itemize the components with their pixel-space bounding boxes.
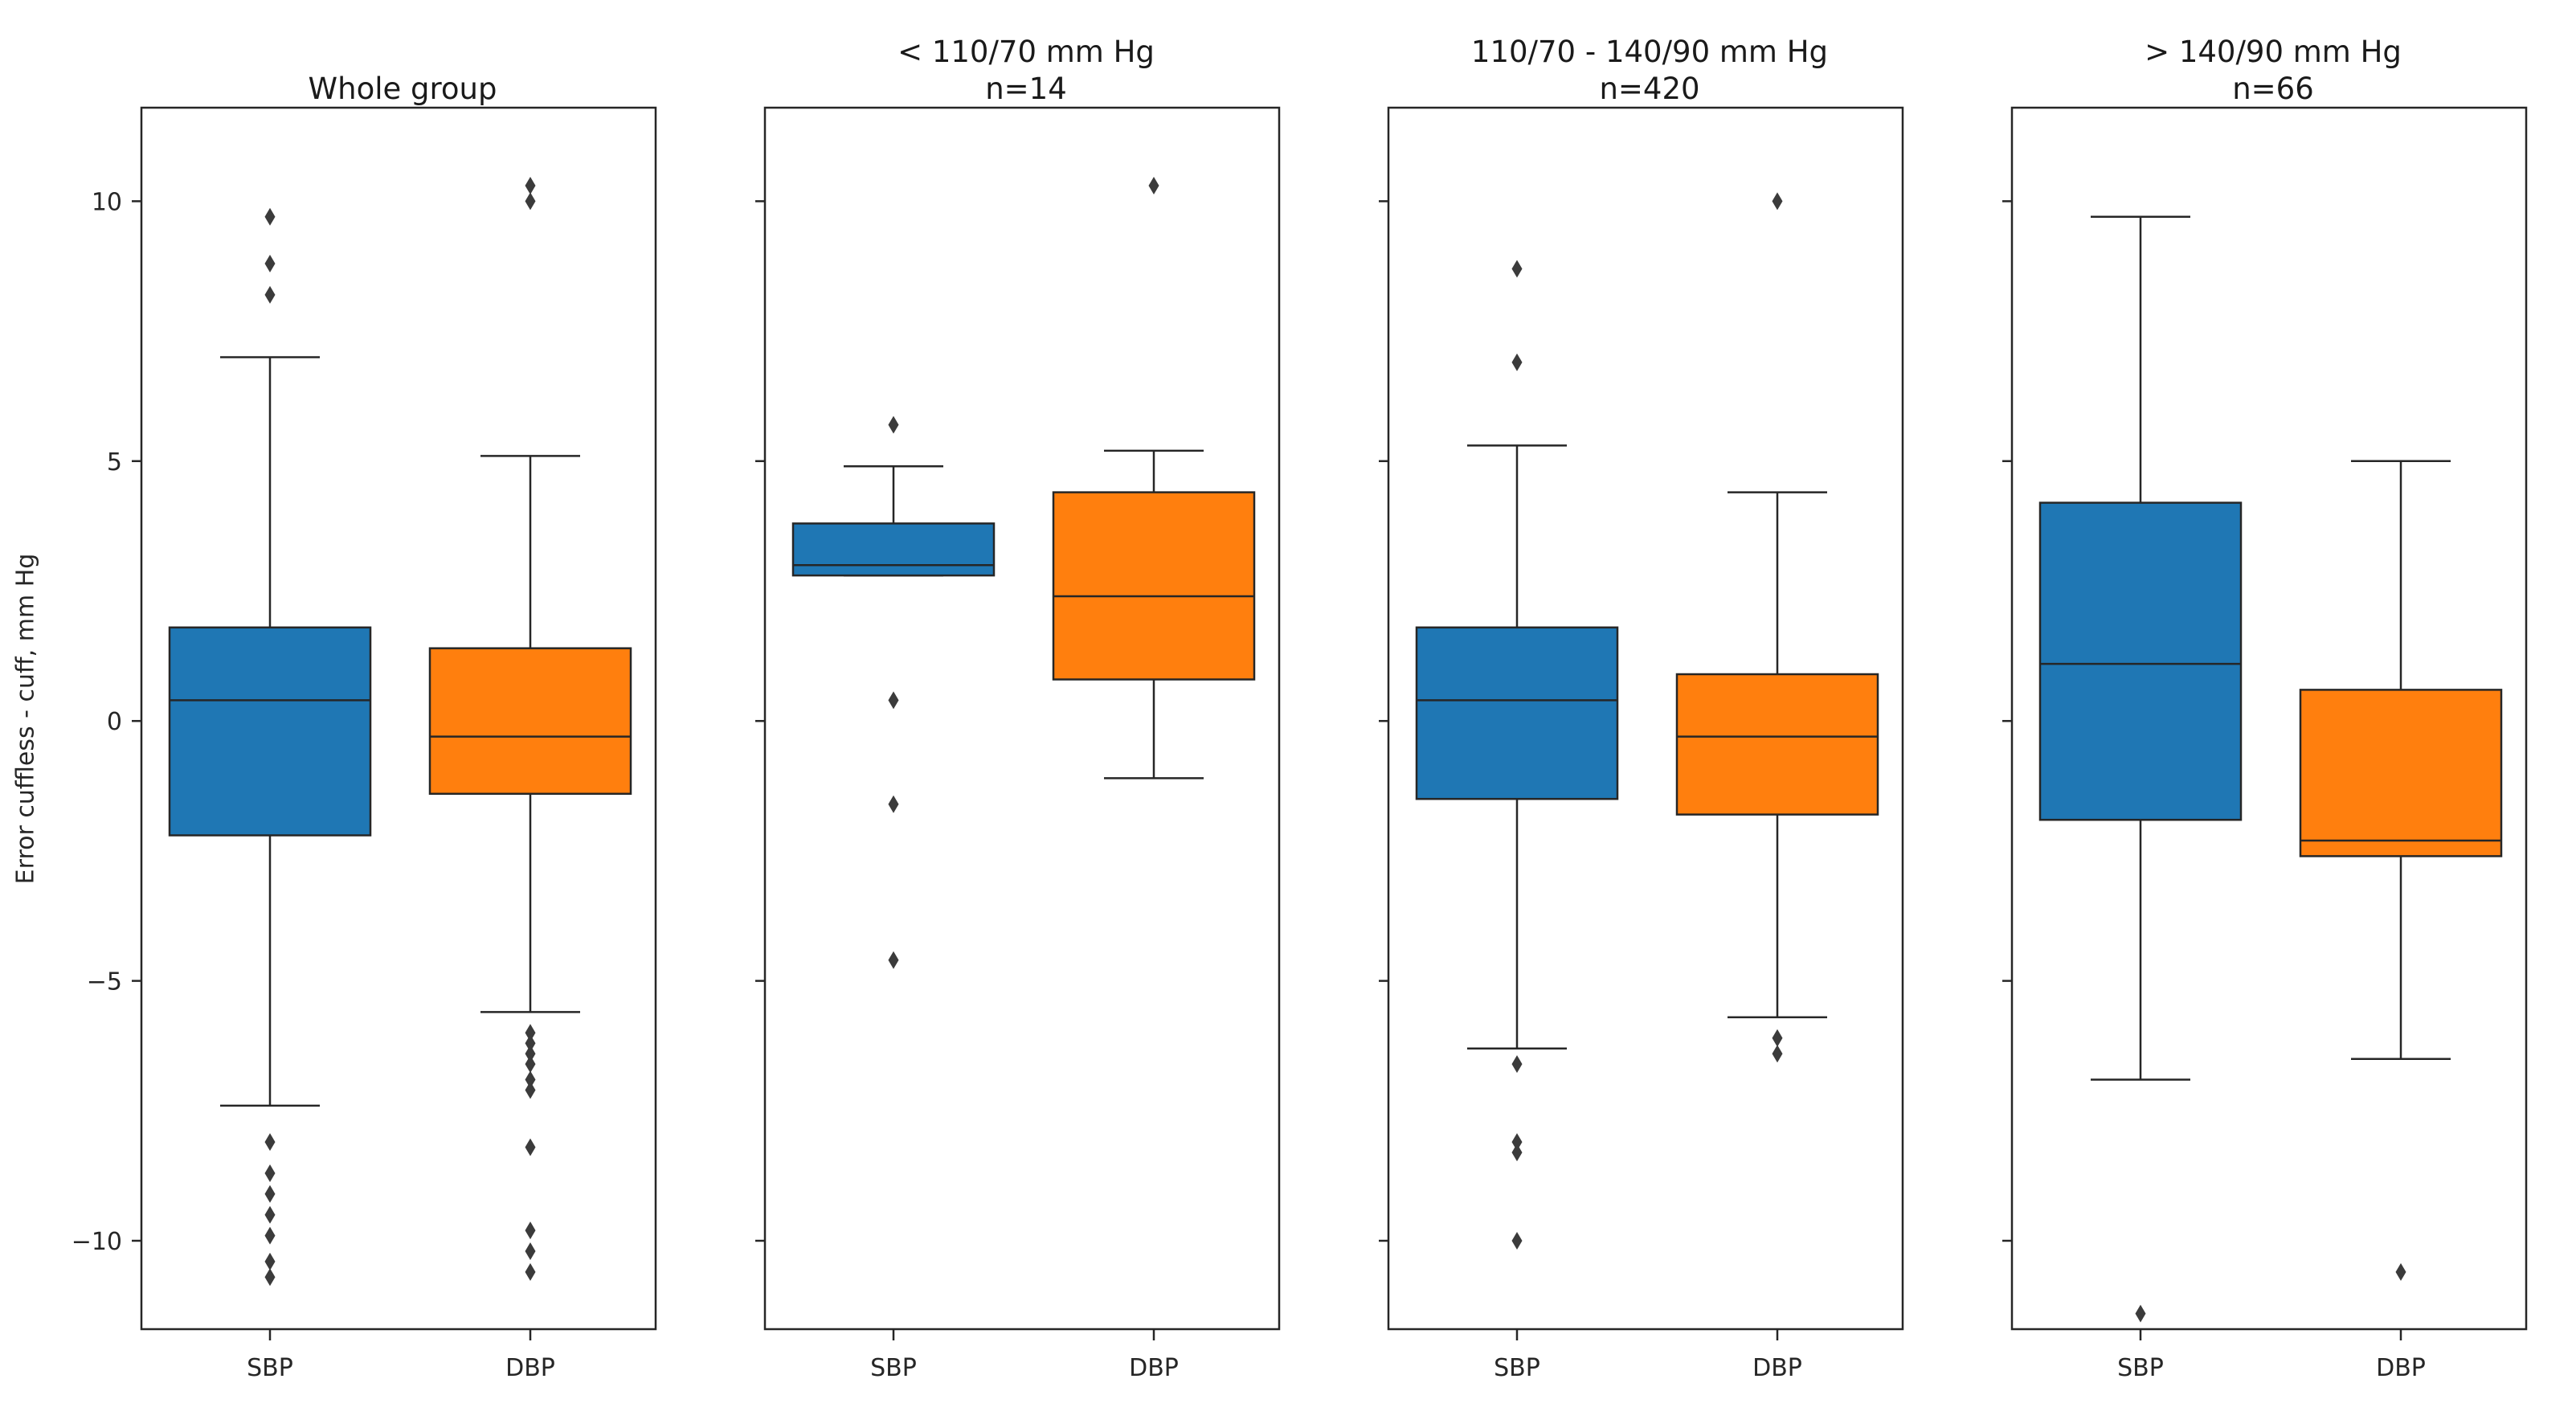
ytick-label: 0 bbox=[107, 708, 122, 736]
outlier-marker bbox=[1511, 260, 1523, 278]
y-axis-label-column: Error cuffless - cuff, mm Hg bbox=[0, 108, 51, 1329]
outlier-marker bbox=[2135, 1304, 2146, 1323]
iqr-box bbox=[1052, 491, 1256, 681]
panel-subtitle: n=14 bbox=[985, 72, 1067, 106]
boxplot-canvas-high-bp: SBP DBP bbox=[2002, 106, 2528, 1382]
panel-title-block: 110/70 - 140/90 mm Hg n=420 bbox=[1332, 11, 1911, 108]
ytick-label: −10 bbox=[72, 1228, 122, 1256]
ytick-label: 5 bbox=[107, 448, 122, 477]
outlier-marker bbox=[1772, 1029, 1783, 1047]
outlier-marker bbox=[888, 691, 899, 710]
outlier-marker bbox=[525, 1055, 536, 1074]
iqr-box bbox=[1415, 626, 1619, 800]
outlier-marker bbox=[525, 1221, 536, 1240]
outlier-marker bbox=[525, 1024, 536, 1042]
panel-title-block: > 140/90 mm Hg n=66 bbox=[1956, 11, 2534, 108]
panel-title: Whole group bbox=[308, 72, 497, 106]
panel-title-block: < 110/70 mm Hg n=14 bbox=[709, 11, 1287, 108]
outlier-marker bbox=[525, 1045, 536, 1063]
box-sbp: SBP bbox=[2038, 215, 2243, 1382]
outlier-marker bbox=[525, 192, 536, 211]
outlier-marker bbox=[264, 1252, 276, 1270]
outlier-marker bbox=[264, 1226, 276, 1245]
outlier-marker bbox=[264, 207, 276, 226]
xtick-label: DBP bbox=[2376, 1354, 2426, 1382]
box-sbp: SBP bbox=[791, 415, 996, 1382]
panel-title-block: Whole group bbox=[85, 11, 664, 108]
panel-high-bp: > 140/90 mm Hg n=66 SBP DBP bbox=[1956, 11, 2534, 1385]
box-sbp: SBP bbox=[1415, 260, 1619, 1382]
boxplot-canvas-low-bp: SBP DBP bbox=[755, 106, 1281, 1382]
outlier-marker bbox=[1511, 1232, 1523, 1250]
box-dbp: DBP bbox=[428, 177, 632, 1382]
outlier-marker bbox=[525, 1242, 536, 1260]
outlier-marker bbox=[264, 1133, 276, 1152]
panel-title: > 140/90 mm Hg bbox=[2145, 35, 2402, 69]
plot-border bbox=[2010, 106, 2528, 1331]
outlier-marker bbox=[525, 177, 536, 194]
ytick-label: 10 bbox=[92, 188, 122, 216]
plot-border bbox=[1387, 106, 1904, 1331]
xtick-label: SBP bbox=[247, 1354, 293, 1382]
outlier-marker bbox=[888, 951, 899, 969]
panel-subtitle: n=66 bbox=[2232, 72, 2314, 106]
outlier-marker bbox=[264, 1185, 276, 1203]
xtick-label: DBP bbox=[1752, 1354, 1802, 1382]
outlier-marker bbox=[525, 1034, 536, 1053]
panel-low-bp: < 110/70 mm Hg n=14 SBP DBP bbox=[709, 11, 1287, 1385]
outlier-marker bbox=[264, 285, 276, 304]
outlier-marker bbox=[264, 1164, 276, 1182]
iqr-box bbox=[791, 522, 996, 577]
xtick-label: SBP bbox=[870, 1354, 917, 1382]
xtick-label: SBP bbox=[2117, 1354, 2164, 1382]
outlier-marker bbox=[888, 795, 899, 813]
outlier-marker bbox=[2395, 1262, 2406, 1281]
box-dbp: DBP bbox=[1675, 192, 1879, 1382]
outlier-marker bbox=[525, 1081, 536, 1099]
iqr-box bbox=[2038, 501, 2243, 821]
outlier-marker bbox=[1772, 192, 1783, 211]
box-dbp: DBP bbox=[2299, 460, 2503, 1382]
y-axis-label: Error cuffless - cuff, mm Hg bbox=[11, 553, 40, 884]
outlier-marker bbox=[888, 415, 899, 434]
plot-border bbox=[140, 106, 657, 1331]
iqr-box bbox=[168, 626, 372, 837]
xtick-label: DBP bbox=[1129, 1354, 1179, 1382]
panel-mid-bp: 110/70 - 140/90 mm Hg n=420 SBP DBP bbox=[1332, 11, 1911, 1385]
outlier-marker bbox=[264, 255, 276, 272]
outlier-marker bbox=[1511, 353, 1523, 371]
outlier-marker bbox=[525, 1262, 536, 1281]
outlier-marker bbox=[264, 1268, 276, 1287]
panels-row: Whole group −10 −5 0 5 10 SBP DBP < 110/70 mm … bbox=[72, 11, 2534, 1385]
outlier-marker bbox=[1772, 1045, 1783, 1063]
outlier-marker bbox=[1511, 1144, 1523, 1162]
panel-title: 110/70 - 140/90 mm Hg bbox=[1470, 35, 1829, 69]
iqr-box bbox=[428, 647, 632, 796]
panel-whole-group: Whole group −10 −5 0 5 10 SBP DBP bbox=[72, 11, 664, 1385]
iqr-box bbox=[2299, 689, 2503, 857]
outlier-marker bbox=[525, 1070, 536, 1089]
ytick-label: −5 bbox=[87, 968, 122, 996]
xtick-label: SBP bbox=[1494, 1354, 1540, 1382]
panel-subtitle: n=420 bbox=[1599, 72, 1700, 106]
iqr-box bbox=[1675, 673, 1879, 816]
box-dbp: DBP bbox=[1052, 177, 1256, 1382]
plot-border bbox=[763, 106, 1281, 1331]
panel-title: < 110/70 mm Hg bbox=[898, 35, 1155, 69]
outlier-marker bbox=[1148, 177, 1159, 194]
outlier-marker bbox=[1511, 1055, 1523, 1074]
outlier-marker bbox=[1511, 1133, 1523, 1152]
xtick-label: DBP bbox=[505, 1354, 555, 1382]
boxplot-canvas-whole-group: −10 −5 0 5 10 SBP DBP bbox=[72, 106, 657, 1382]
outlier-marker bbox=[525, 1138, 536, 1156]
boxplot-canvas-mid-bp: SBP DBP bbox=[1379, 106, 1904, 1382]
outlier-marker bbox=[264, 1205, 276, 1224]
box-sbp: SBP bbox=[168, 207, 372, 1382]
